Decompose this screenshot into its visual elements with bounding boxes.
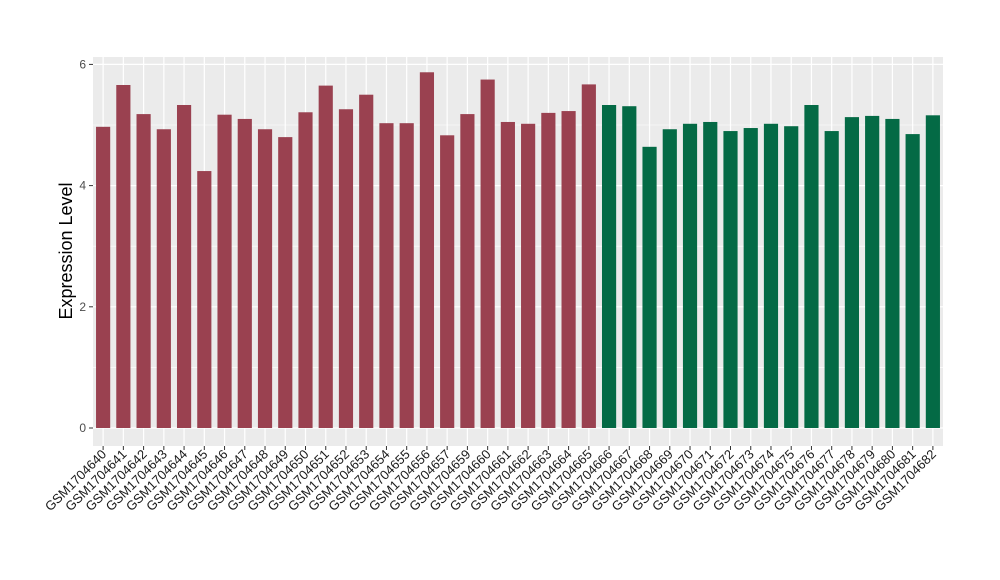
bar bbox=[541, 112, 556, 428]
bar bbox=[844, 117, 860, 428]
bar bbox=[217, 114, 232, 428]
bar bbox=[257, 129, 273, 428]
bar bbox=[440, 135, 455, 428]
bar bbox=[399, 123, 414, 428]
bar bbox=[804, 105, 819, 428]
bar bbox=[561, 111, 576, 428]
bars bbox=[96, 72, 940, 429]
bar bbox=[338, 109, 354, 428]
bar bbox=[703, 121, 718, 428]
bar bbox=[298, 112, 313, 429]
bar bbox=[419, 72, 435, 428]
bar bbox=[682, 123, 698, 429]
bar bbox=[824, 131, 839, 428]
y-tick-label: 0 bbox=[79, 421, 86, 435]
bar bbox=[521, 123, 536, 429]
bar bbox=[480, 79, 495, 429]
bar bbox=[359, 94, 374, 428]
bar bbox=[116, 85, 131, 428]
bar bbox=[197, 171, 212, 428]
bar bbox=[622, 106, 637, 429]
bar bbox=[743, 128, 758, 428]
bar bbox=[581, 84, 596, 428]
y-tick-label: 4 bbox=[79, 179, 86, 193]
bar bbox=[662, 129, 677, 428]
bar bbox=[723, 131, 738, 428]
y-tick-label: 6 bbox=[79, 57, 86, 71]
bar bbox=[318, 85, 333, 429]
y-axis-title: Expression Level bbox=[56, 182, 76, 319]
bar bbox=[96, 126, 111, 429]
bar bbox=[642, 146, 657, 429]
bar bbox=[237, 118, 252, 428]
bar bbox=[925, 115, 940, 428]
bar bbox=[460, 114, 475, 428]
bar bbox=[379, 123, 394, 428]
bar bbox=[601, 105, 617, 428]
plot-panel bbox=[93, 57, 943, 446]
x-axis: GSM1704640GSM1704641GSM1704642GSM1704643… bbox=[42, 446, 939, 514]
bar bbox=[500, 121, 515, 428]
bar bbox=[176, 105, 192, 428]
y-tick-label: 2 bbox=[79, 300, 86, 314]
bar bbox=[278, 137, 293, 428]
bar bbox=[156, 129, 171, 428]
bar bbox=[885, 118, 900, 428]
bar bbox=[865, 115, 880, 428]
bar bbox=[136, 114, 151, 428]
bar bbox=[763, 123, 779, 429]
y-axis: 0 2 4 6 bbox=[79, 57, 93, 435]
bar bbox=[905, 134, 920, 428]
bar bbox=[784, 126, 799, 428]
